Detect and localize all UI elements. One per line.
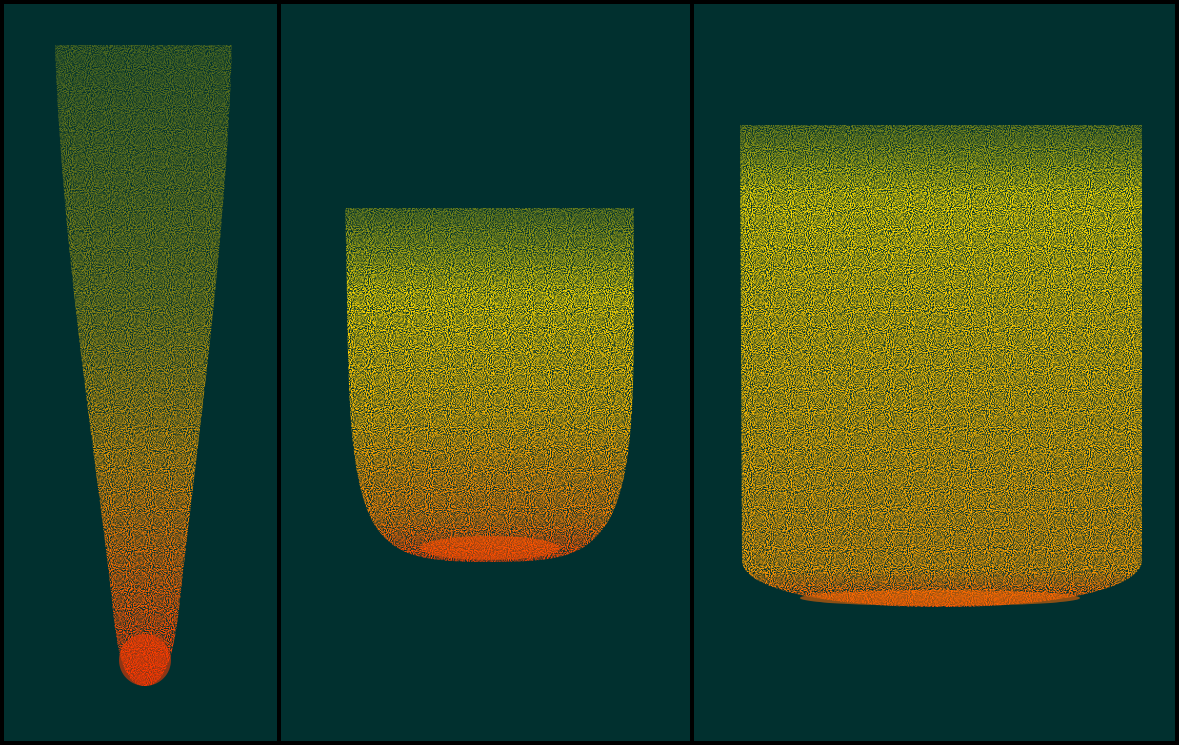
flame-wide [740, 125, 1142, 607]
flame-medium [345, 208, 634, 562]
flame-core [800, 590, 1080, 606]
particle-renders [0, 0, 1179, 745]
page [0, 0, 1179, 745]
flame-core [119, 634, 171, 686]
flame-core [420, 536, 560, 560]
